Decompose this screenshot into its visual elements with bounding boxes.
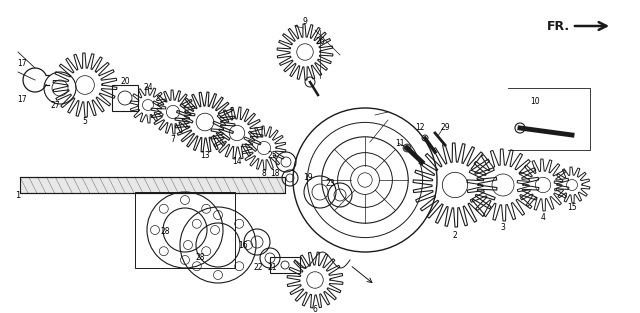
Text: 17: 17 — [17, 59, 27, 68]
Text: 28: 28 — [160, 228, 170, 237]
Text: 6: 6 — [312, 305, 317, 313]
Text: 18: 18 — [270, 168, 280, 177]
Text: 10: 10 — [530, 98, 540, 106]
Circle shape — [403, 144, 411, 152]
Text: 26: 26 — [315, 38, 325, 47]
Text: 17: 17 — [17, 95, 27, 105]
Text: 8: 8 — [262, 168, 266, 177]
Text: 21: 21 — [268, 264, 276, 273]
Text: 28: 28 — [195, 254, 205, 263]
Bar — [135, 192, 235, 268]
Text: 29: 29 — [440, 124, 450, 132]
Text: 11: 11 — [396, 138, 404, 147]
Text: 9: 9 — [303, 18, 307, 27]
Text: 2: 2 — [452, 230, 458, 239]
Bar — [20, 177, 285, 193]
Text: 22: 22 — [253, 264, 263, 273]
Text: 12: 12 — [415, 124, 425, 132]
Text: 7: 7 — [171, 136, 175, 145]
Text: 13: 13 — [200, 151, 210, 160]
Text: 16: 16 — [238, 240, 248, 249]
Text: 24: 24 — [143, 84, 153, 93]
Text: 5: 5 — [83, 117, 88, 126]
Bar — [270, 257, 300, 273]
Text: 1: 1 — [15, 191, 20, 199]
Text: 4: 4 — [541, 213, 545, 223]
Text: 15: 15 — [567, 203, 577, 213]
Text: 23: 23 — [325, 178, 335, 187]
Text: 3: 3 — [500, 223, 506, 233]
Bar — [112, 85, 138, 111]
Text: 14: 14 — [232, 157, 242, 167]
Text: 27: 27 — [50, 100, 60, 110]
Text: 20: 20 — [120, 78, 130, 86]
Text: 19: 19 — [303, 173, 313, 182]
Text: 25: 25 — [267, 151, 277, 160]
Text: FR.: FR. — [547, 19, 570, 33]
